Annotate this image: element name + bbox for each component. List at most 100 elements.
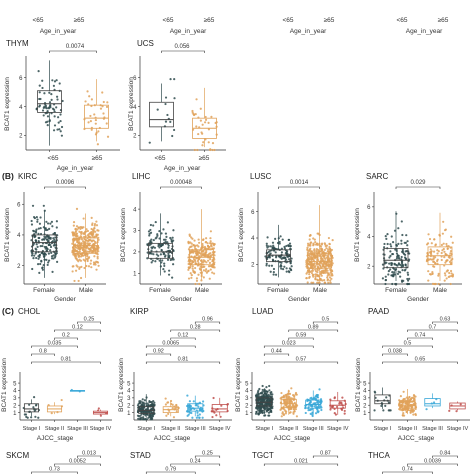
data-point [408, 282, 411, 286]
data-point [163, 270, 166, 273]
y-tick-label: 2 [245, 403, 249, 409]
data-point [191, 261, 194, 264]
data-point [167, 273, 171, 276]
data-point [328, 263, 331, 267]
p-value-label: 0.74 [415, 333, 426, 339]
x-axis-label: Gender [170, 296, 193, 303]
y-tick-label: 4 [17, 233, 21, 239]
x-axis-label: Age_in_year [164, 165, 201, 172]
data-point [75, 250, 78, 253]
x-axis-label: Gender [288, 296, 311, 303]
y-tick-label: 4 [13, 389, 17, 395]
data-point [208, 277, 211, 280]
data-point [72, 253, 75, 256]
data-point [269, 270, 272, 273]
data-point [210, 244, 213, 247]
data-point [434, 243, 437, 246]
data-point [34, 230, 38, 233]
data-point [154, 220, 157, 224]
data-point [173, 78, 176, 81]
data-point [97, 264, 100, 267]
data-point [204, 241, 207, 244]
y-tick-label: 3 [133, 229, 137, 235]
data-point [90, 249, 93, 252]
data-point [383, 246, 386, 249]
data-point [195, 98, 198, 101]
data-point [408, 399, 411, 402]
data-point [330, 277, 333, 280]
box-iqr [84, 104, 109, 129]
x-tick-label: Female [385, 287, 407, 294]
data-point [323, 265, 326, 268]
data-point [192, 113, 196, 117]
data-point [47, 252, 50, 255]
data-point [258, 409, 261, 413]
data-point [85, 239, 88, 242]
data-point [96, 261, 100, 264]
data-point [308, 238, 311, 241]
chart-title: SKCM [6, 451, 29, 460]
p-bracket [263, 361, 339, 364]
data-point [99, 107, 103, 110]
data-point [201, 123, 204, 126]
data-point [39, 97, 42, 101]
data-point [326, 269, 329, 272]
data-point [73, 238, 76, 241]
data-point [51, 225, 54, 228]
chart-skcm: SKCM 0.013 0.0052 0.73 [6, 451, 101, 474]
data-point [373, 409, 376, 412]
data-point [159, 253, 162, 256]
data-point [288, 392, 292, 396]
data-point [256, 412, 260, 415]
x-tick-label: ≥65 [92, 155, 103, 162]
data-point [287, 255, 290, 258]
data-point [164, 403, 167, 406]
data-point [141, 403, 145, 406]
data-point [449, 282, 452, 286]
data-point [280, 251, 284, 254]
data-point [208, 252, 211, 255]
data-point [258, 387, 261, 391]
data-point [74, 227, 77, 230]
data-point [207, 121, 210, 124]
data-point [391, 252, 395, 256]
panel-c-label: (C) [2, 306, 14, 316]
data-point [146, 407, 149, 410]
data-point [30, 219, 33, 223]
data-point [404, 253, 407, 256]
data-point [93, 235, 97, 238]
data-point [74, 231, 77, 234]
y-tick-label: 4 [127, 389, 131, 395]
strip-xtick-2b: ≥65 [204, 17, 215, 24]
data-point [191, 267, 194, 270]
x-tick-label: Female [33, 287, 55, 294]
data-point [92, 243, 96, 246]
data-point [190, 236, 193, 239]
data-point [163, 252, 166, 255]
data-point [149, 414, 152, 417]
data-point [156, 234, 159, 237]
box-iqr [424, 398, 441, 407]
data-point [50, 98, 53, 101]
y-tick-label: 6 [17, 202, 21, 208]
data-point [195, 125, 198, 128]
p-bracket [54, 463, 101, 466]
data-point [380, 404, 383, 408]
chart-title: CHOL [18, 307, 41, 316]
data-point [323, 248, 327, 252]
data-point [138, 408, 142, 411]
data-point [87, 233, 90, 236]
data-point [37, 232, 40, 235]
data-point [201, 144, 204, 147]
data-point [401, 250, 404, 253]
data-point [324, 257, 327, 260]
data-point [167, 252, 170, 255]
y-tick-label: 2 [251, 262, 255, 268]
data-point [281, 396, 284, 399]
data-point [46, 222, 50, 225]
data-point [160, 248, 163, 252]
y-tick-label: 3 [127, 396, 131, 402]
data-point [282, 268, 285, 271]
data-point [89, 114, 92, 118]
y-tick-label: 3 [13, 396, 17, 402]
